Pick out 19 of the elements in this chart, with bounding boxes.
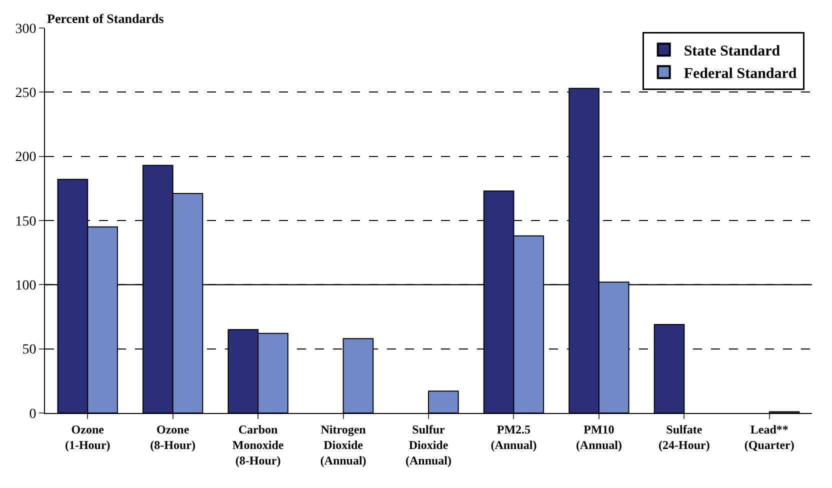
x-tick-label: Nitrogen Dioxide (Annual) — [320, 422, 366, 468]
y-tick-label: 0 — [29, 406, 36, 422]
legend-label: Federal Standard — [684, 66, 798, 82]
x-tick-label: Carbon Monoxide (8-Hour) — [232, 422, 284, 468]
x-tick-label: PM2.5 (Annual) — [490, 422, 537, 452]
y-tick-label: 150 — [15, 214, 36, 230]
x-tick-label: PM10 (Annual) — [576, 422, 622, 452]
y-tick-label: 300 — [15, 22, 36, 37]
x-tick-label: Lead** (Quarter) — [744, 422, 794, 452]
y-tick-label: 100 — [15, 278, 36, 294]
x-tick-label: Sulfate (24-Hour) — [658, 422, 710, 452]
y-axis-title: Percent of Standards — [47, 11, 164, 26]
y-tick-label: 250 — [15, 86, 36, 102]
x-tick-label: Ozone (8-Hour) — [150, 422, 196, 452]
y-tick-label: 200 — [15, 150, 36, 166]
x-tick-label: Ozone (1-Hour) — [64, 422, 110, 452]
legend-label: State Standard — [684, 43, 781, 60]
y-tick-label: 50 — [22, 342, 36, 358]
x-tick-label: Sulfur Dioxide (Annual) — [405, 422, 452, 468]
